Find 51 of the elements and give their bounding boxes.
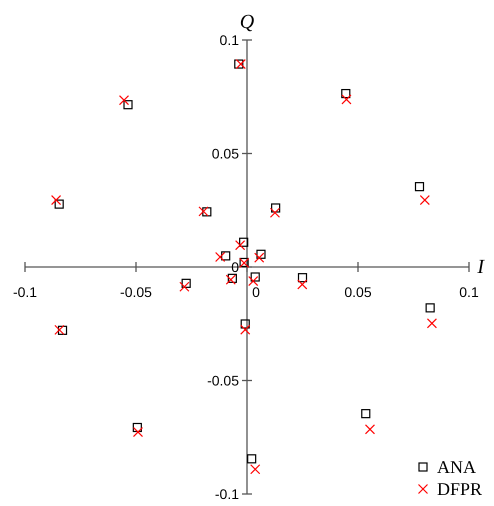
point [426,318,438,328]
point [118,95,130,106]
y-tick-label: 0.1 [220,32,240,48]
point [341,94,352,105]
x-tick-label: 0 [252,284,260,300]
point [239,238,248,247]
point [250,464,260,474]
point [270,208,280,218]
point [256,250,266,259]
point [271,203,280,213]
point [240,319,250,329]
point [179,282,190,292]
legend-label: ANA [436,456,476,478]
x-tick-label: 0.1 [459,284,479,300]
point [254,252,264,263]
point [198,206,209,216]
point [234,59,244,69]
y-tick-label: -0.05 [207,372,240,388]
point [361,409,370,418]
point [132,422,142,432]
point [240,324,250,335]
point [236,58,246,70]
point [132,426,144,438]
point [123,100,133,110]
x-axis-title: I [476,256,486,278]
point [58,326,68,335]
legend-label: DFPR [436,478,482,500]
point [54,200,64,209]
point [420,194,430,206]
point [426,303,435,312]
point [221,251,230,260]
point [247,454,256,464]
point [54,324,65,335]
y-tick-label: -0.1 [214,486,240,502]
x-tick-label: -0.1 [12,284,38,300]
x-tick-label: 0.05 [344,284,372,300]
point [341,88,350,98]
x-tick-label: -0.05 [120,284,152,300]
y-tick-label: 0.05 [212,146,240,162]
point [250,272,260,282]
point [248,276,258,286]
point [202,207,212,216]
point [298,273,308,282]
point [235,240,246,250]
point [182,278,191,288]
y-axis-title: Q [240,11,255,33]
point [364,424,376,434]
point [50,194,62,206]
point [215,252,226,262]
point [297,279,308,290]
point [414,182,424,192]
